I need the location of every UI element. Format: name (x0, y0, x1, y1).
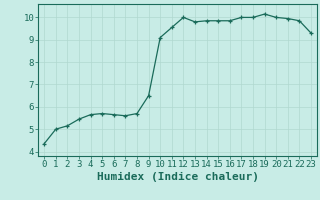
X-axis label: Humidex (Indice chaleur): Humidex (Indice chaleur) (97, 172, 259, 182)
